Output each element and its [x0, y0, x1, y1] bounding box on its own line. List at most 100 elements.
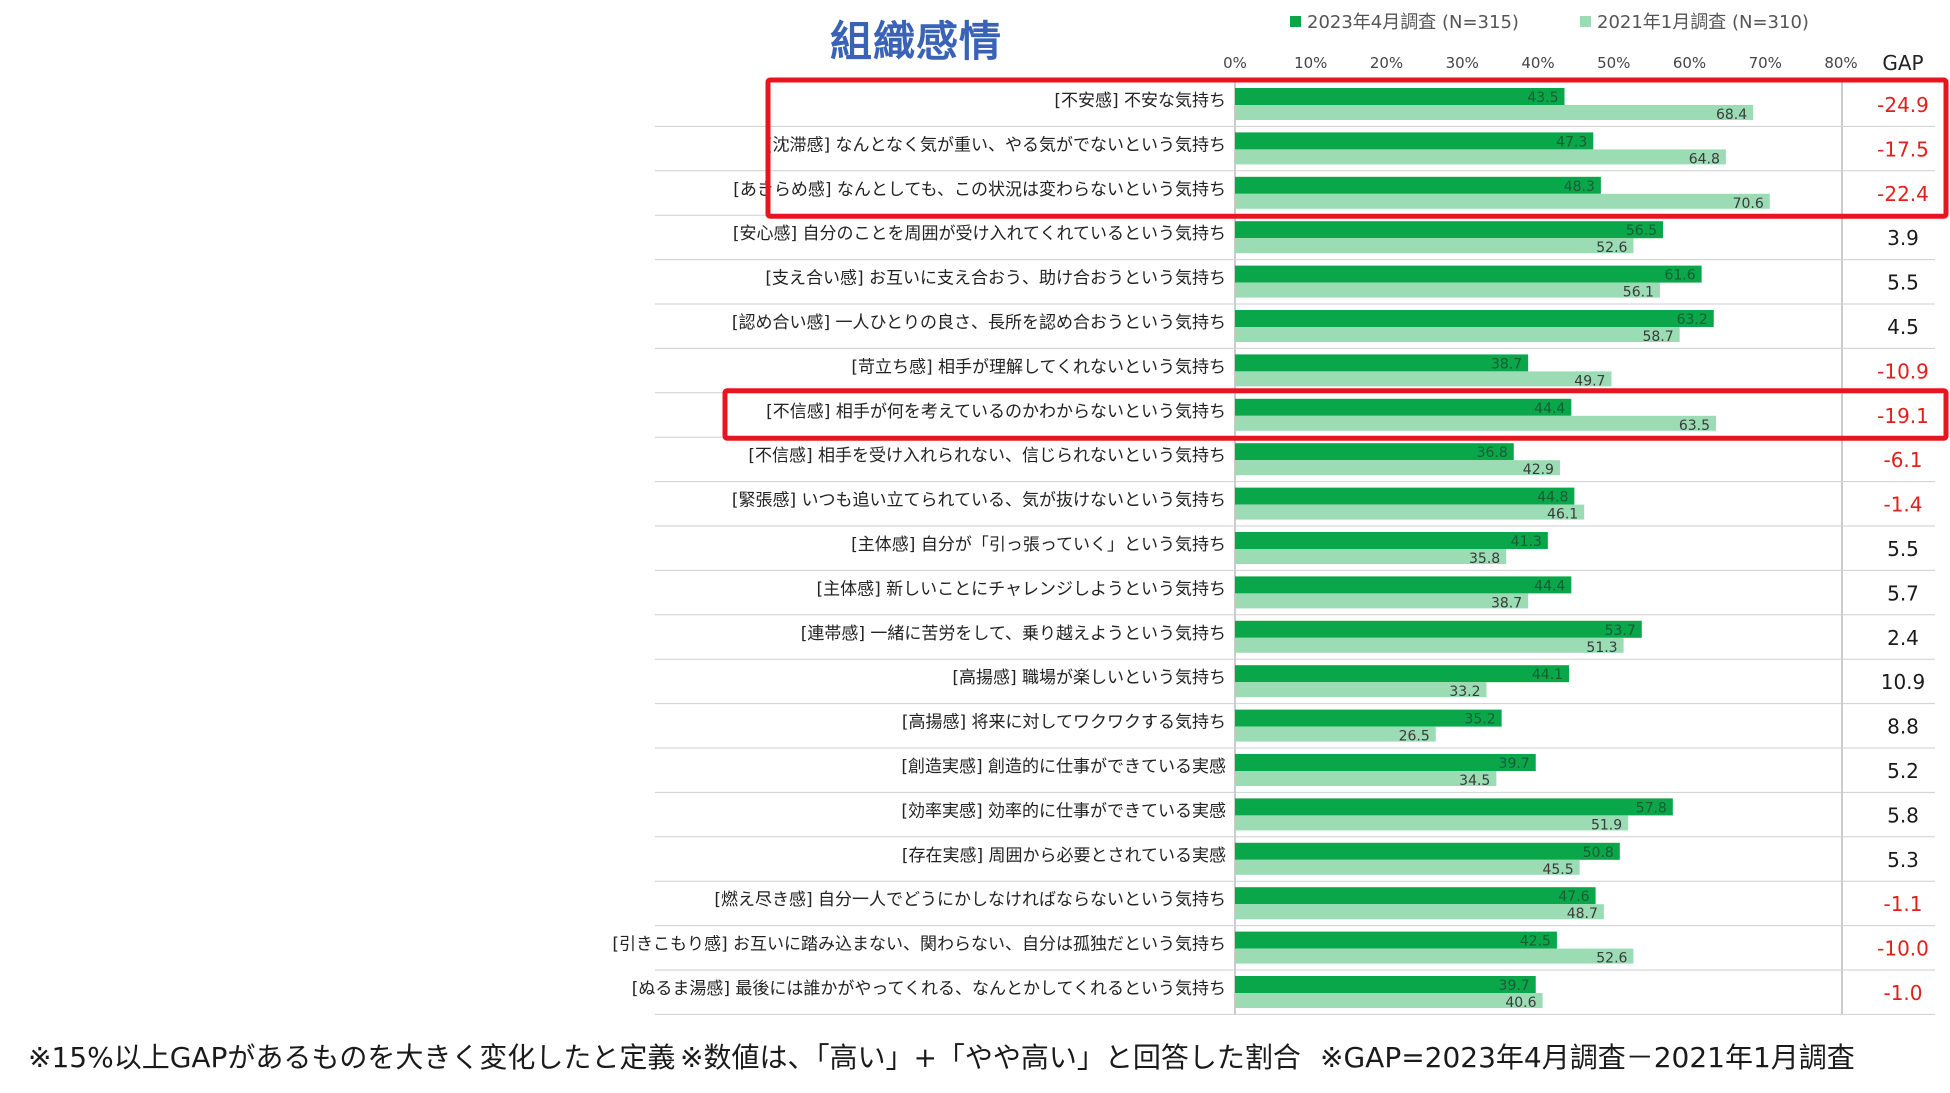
- bar-2023-value-label: 44.4: [1534, 401, 1565, 417]
- bar-2023-value-label: 61.6: [1664, 268, 1695, 284]
- category-label: [ぬるま湯感] 最後には誰かがやってくれる、なんとかしてくれるという気持ち: [632, 979, 1226, 999]
- bar-2021-value-label: 34.5: [1459, 773, 1490, 789]
- category-label: [引きこもり感] お互いに踏み込まない、関わらない、自分は孤独だという気持ち: [612, 935, 1226, 955]
- category-label: [主体感] 自分が「引っ張っていく」という気持ち: [851, 535, 1226, 555]
- bar-2023: [1235, 754, 1536, 771]
- bar-2021-value-label: 42.9: [1523, 462, 1554, 478]
- bar-2021: [1235, 726, 1436, 742]
- gap-value: -10.9: [1877, 359, 1929, 383]
- bar-2021-value-label: 33.2: [1449, 684, 1480, 700]
- bar-chart: 0% 10% 20% 30% 40% 50% 60% 70% 80% GAP [不安感] 不安な気持…: [612, 51, 1949, 1015]
- bar-2021: [1235, 637, 1624, 653]
- bar-2023-value-label: 44.4: [1534, 578, 1565, 594]
- gap-value: -1.1: [1883, 892, 1922, 916]
- category-label: [存在実感] 周囲から必要とされている実感: [902, 846, 1226, 866]
- bar-2021-value-label: 70.6: [1733, 196, 1764, 212]
- category-label: [認め合い感] 一人ひとりの良さ、長所を認め合おうという気持ち: [732, 313, 1226, 333]
- category-label: [不信感] 相手を受け入れられない、信じられないという気持ち: [748, 446, 1226, 466]
- gap-value: 5.2: [1887, 759, 1919, 783]
- note-gap: ※GAP=2023年4月調査－2021年1月調査: [1320, 1041, 1855, 1074]
- bar-2023: [1235, 221, 1663, 239]
- bar-2021: [1235, 282, 1660, 298]
- bar-2021: [1235, 193, 1770, 209]
- bar-2021-value-label: 52.6: [1596, 240, 1627, 256]
- bar-2021-value-label: 51.9: [1591, 817, 1622, 833]
- bar-2021: [1235, 149, 1726, 165]
- bar-2023-value-label: 47.6: [1558, 889, 1589, 905]
- bar-2023: [1235, 354, 1529, 372]
- bar-2023-value-label: 42.5: [1520, 934, 1551, 950]
- category-label: [創造実感] 創造的に仕事ができている実感: [901, 757, 1226, 777]
- bar-2023: [1235, 887, 1596, 905]
- bar-2023-value-label: 41.3: [1511, 534, 1542, 550]
- bar-2021-value-label: 45.5: [1542, 862, 1573, 878]
- bar-2023-value-label: 44.8: [1537, 490, 1568, 506]
- bar-2021-value-label: 26.5: [1399, 729, 1430, 745]
- bar-2023: [1235, 620, 1642, 638]
- bar-2023: [1235, 310, 1714, 327]
- category-label: [安心感] 自分のことを周囲が受け入れてくれているという気持ち: [733, 224, 1226, 244]
- gap-header: GAP: [1882, 51, 1923, 75]
- category-label: [効率実感] 効率的に仕事ができている実感: [901, 801, 1226, 821]
- category-label: [あきらめ感] なんとしても、この状況は変わらないという気持ち: [733, 180, 1226, 200]
- bar-2021-value-label: 49.7: [1574, 373, 1605, 389]
- category-label: [不安感] 不安な気持ち: [1054, 91, 1226, 111]
- bar-2023-value-label: 39.7: [1499, 978, 1530, 994]
- bar-2021: [1235, 593, 1529, 609]
- category-label: [沈滞感] なんとなく気が重い、やる気がでないという気持ち: [766, 135, 1226, 155]
- bar-2021-value-label: 63.5: [1679, 418, 1710, 434]
- bar-2023-value-label: 53.7: [1605, 623, 1636, 639]
- gap-value: 8.8: [1887, 715, 1919, 739]
- legend-label-2023: 2023年4月調査 (N=315): [1307, 12, 1519, 33]
- bar-2021: [1235, 415, 1717, 431]
- category-label: [高揚感] 将来に対してワクワクする気持ち: [902, 713, 1226, 733]
- gap-value: -1.0: [1883, 981, 1922, 1005]
- bar-2023-value-label: 57.8: [1636, 800, 1667, 816]
- bar-2023-value-label: 47.3: [1556, 134, 1587, 150]
- bar-2023-value-label: 44.1: [1532, 667, 1563, 683]
- page-title: 組織感情: [830, 17, 1003, 66]
- bar-2023-value-label: 36.8: [1477, 445, 1508, 461]
- bar-2023: [1235, 398, 1572, 416]
- bar-2023: [1235, 931, 1557, 949]
- bar-2023: [1235, 487, 1575, 505]
- highlight-box: [765, 77, 1949, 219]
- x-tick-label: 60%: [1673, 54, 1706, 72]
- bar-2023-value-label: 48.3: [1564, 179, 1595, 195]
- bar-2021-value-label: 68.4: [1716, 107, 1747, 123]
- category-label: [燃え尽き感] 自分一人でどうにかしなければならないという気持ち: [714, 890, 1226, 910]
- bar-2023-value-label: 56.5: [1626, 223, 1657, 239]
- bar-2021-value-label: 56.1: [1623, 285, 1654, 301]
- legend-label-2021: 2021年1月調査 (N=310): [1597, 12, 1809, 33]
- category-label: [不信感] 相手が何を考えているのかわからないという気持ち: [766, 402, 1226, 422]
- x-tick-label: 0%: [1223, 54, 1247, 72]
- legend-swatch-2023: [1290, 15, 1301, 27]
- gap-value: -19.1: [1877, 404, 1929, 428]
- gap-value: -1.4: [1883, 493, 1922, 517]
- category-label: [高揚感] 職場が楽しいという気持ち: [952, 668, 1226, 688]
- gap-value: 5.7: [1887, 581, 1919, 605]
- bar-2021-value-label: 46.1: [1547, 507, 1578, 523]
- gap-value: -17.5: [1877, 137, 1929, 161]
- bar-2023: [1235, 443, 1514, 461]
- gap-value: -24.9: [1877, 93, 1929, 117]
- bar-2021-value-label: 58.7: [1642, 329, 1673, 345]
- highlight-box: [722, 388, 1949, 441]
- bar-2023: [1235, 798, 1673, 816]
- category-label: [主体感] 新しいことにチャレンジしようという気持ち: [817, 579, 1227, 599]
- bar-2021-value-label: 52.6: [1596, 951, 1627, 967]
- note-values: ※数値は、「高い」+「やや高い」と回答した割合: [680, 1041, 1301, 1074]
- x-tick-label: 70%: [1749, 54, 1782, 72]
- bar-2023-value-label: 63.2: [1677, 312, 1708, 328]
- legend-swatch-2021: [1580, 15, 1591, 27]
- legend-item-2023: 2023年4月調査 (N=315): [1290, 8, 1519, 34]
- bar-2023: [1235, 576, 1572, 594]
- bar-2021: [1235, 238, 1634, 254]
- bar-2023: [1235, 709, 1502, 727]
- bar-2021: [1235, 460, 1560, 476]
- bar-2021-value-label: 51.3: [1586, 640, 1617, 656]
- bar-2021-value-label: 48.7: [1567, 906, 1598, 922]
- x-tick-label: 80%: [1824, 54, 1857, 72]
- bar-2021: [1235, 815, 1629, 831]
- category-label: [苛立ち感] 相手が理解してくれないという気持ち: [851, 357, 1226, 377]
